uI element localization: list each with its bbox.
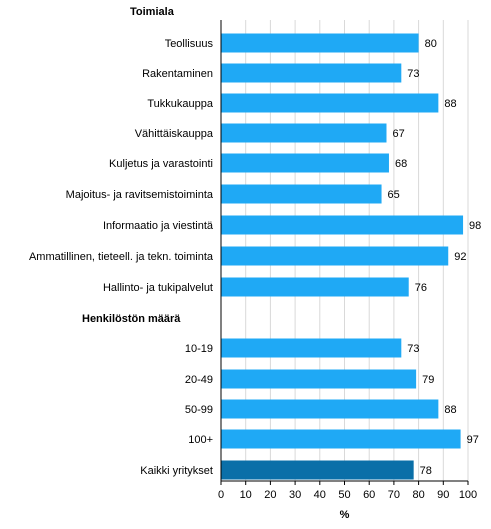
category-label: Ammatillinen, tieteell. ja tekn. toimint…: [29, 251, 214, 263]
value-label: 92: [454, 251, 466, 263]
value-label: 98: [469, 220, 481, 232]
bar: [221, 93, 439, 113]
category-label: 50-99: [185, 404, 213, 416]
category-label: Vähittäiskauppa: [135, 128, 214, 140]
category-label: Kuljetus ja varastointi: [109, 158, 213, 170]
category-label: Teollisuus: [165, 38, 214, 50]
category-label: Tukkukauppa: [147, 98, 214, 110]
value-label: 67: [392, 128, 404, 140]
bar: [221, 429, 461, 449]
value-label: 78: [420, 465, 432, 477]
category-label: 20-49: [185, 374, 213, 386]
x-tick-label: 90: [437, 489, 449, 501]
value-label: 65: [388, 189, 400, 201]
value-label: 88: [444, 404, 456, 416]
value-label: 88: [444, 98, 456, 110]
x-tick-label: 80: [412, 489, 424, 501]
x-tick-label: 60: [363, 489, 375, 501]
value-label: 79: [422, 374, 434, 386]
value-label: 97: [467, 434, 479, 446]
bar: [221, 246, 449, 266]
bar: [221, 338, 402, 358]
bar: [221, 153, 389, 173]
x-tick-label: 30: [289, 489, 301, 501]
category-label: 100+: [188, 434, 213, 446]
bar: [221, 33, 419, 53]
value-label: 76: [415, 282, 427, 294]
bars: [221, 33, 464, 480]
category-label: 10-19: [185, 343, 213, 355]
labels: Toimiala Teollisuus 80 Rakentaminen 73 Tukkuk…: [29, 6, 481, 477]
section-label: Toimiala: [130, 6, 175, 18]
bar: [221, 63, 402, 83]
bar: [221, 399, 439, 419]
bar: [221, 215, 464, 235]
x-axis-ticks: 0 10 20 30 40 50 60 70 80 90 100: [218, 481, 477, 501]
x-tick-label: 100: [459, 489, 477, 501]
section-label: Henkilöstön määrä: [82, 313, 181, 325]
category-label: Informaatio ja viestintä: [103, 220, 214, 232]
bar: [221, 369, 417, 389]
value-label: 73: [407, 68, 419, 80]
bar: [221, 460, 414, 480]
x-axis-title: %: [340, 509, 350, 521]
x-tick-label: 40: [314, 489, 326, 501]
bar: [221, 123, 387, 143]
bar: [221, 277, 409, 297]
value-label: 68: [395, 158, 407, 170]
category-label: Rakentaminen: [142, 68, 213, 80]
bar: [221, 184, 382, 204]
x-tick-label: 50: [338, 489, 350, 501]
category-label: Majoitus- ja ravitsemistoiminta: [66, 189, 214, 201]
x-tick-label: 10: [240, 489, 252, 501]
x-tick-label: 70: [388, 489, 400, 501]
category-label: Kaikki yritykset: [140, 465, 213, 477]
x-tick-label: 0: [218, 489, 224, 501]
x-tick-label: 20: [264, 489, 276, 501]
category-label: Hallinto- ja tukipalvelut: [103, 282, 213, 294]
value-label: 80: [425, 38, 437, 50]
value-label: 73: [407, 343, 419, 355]
